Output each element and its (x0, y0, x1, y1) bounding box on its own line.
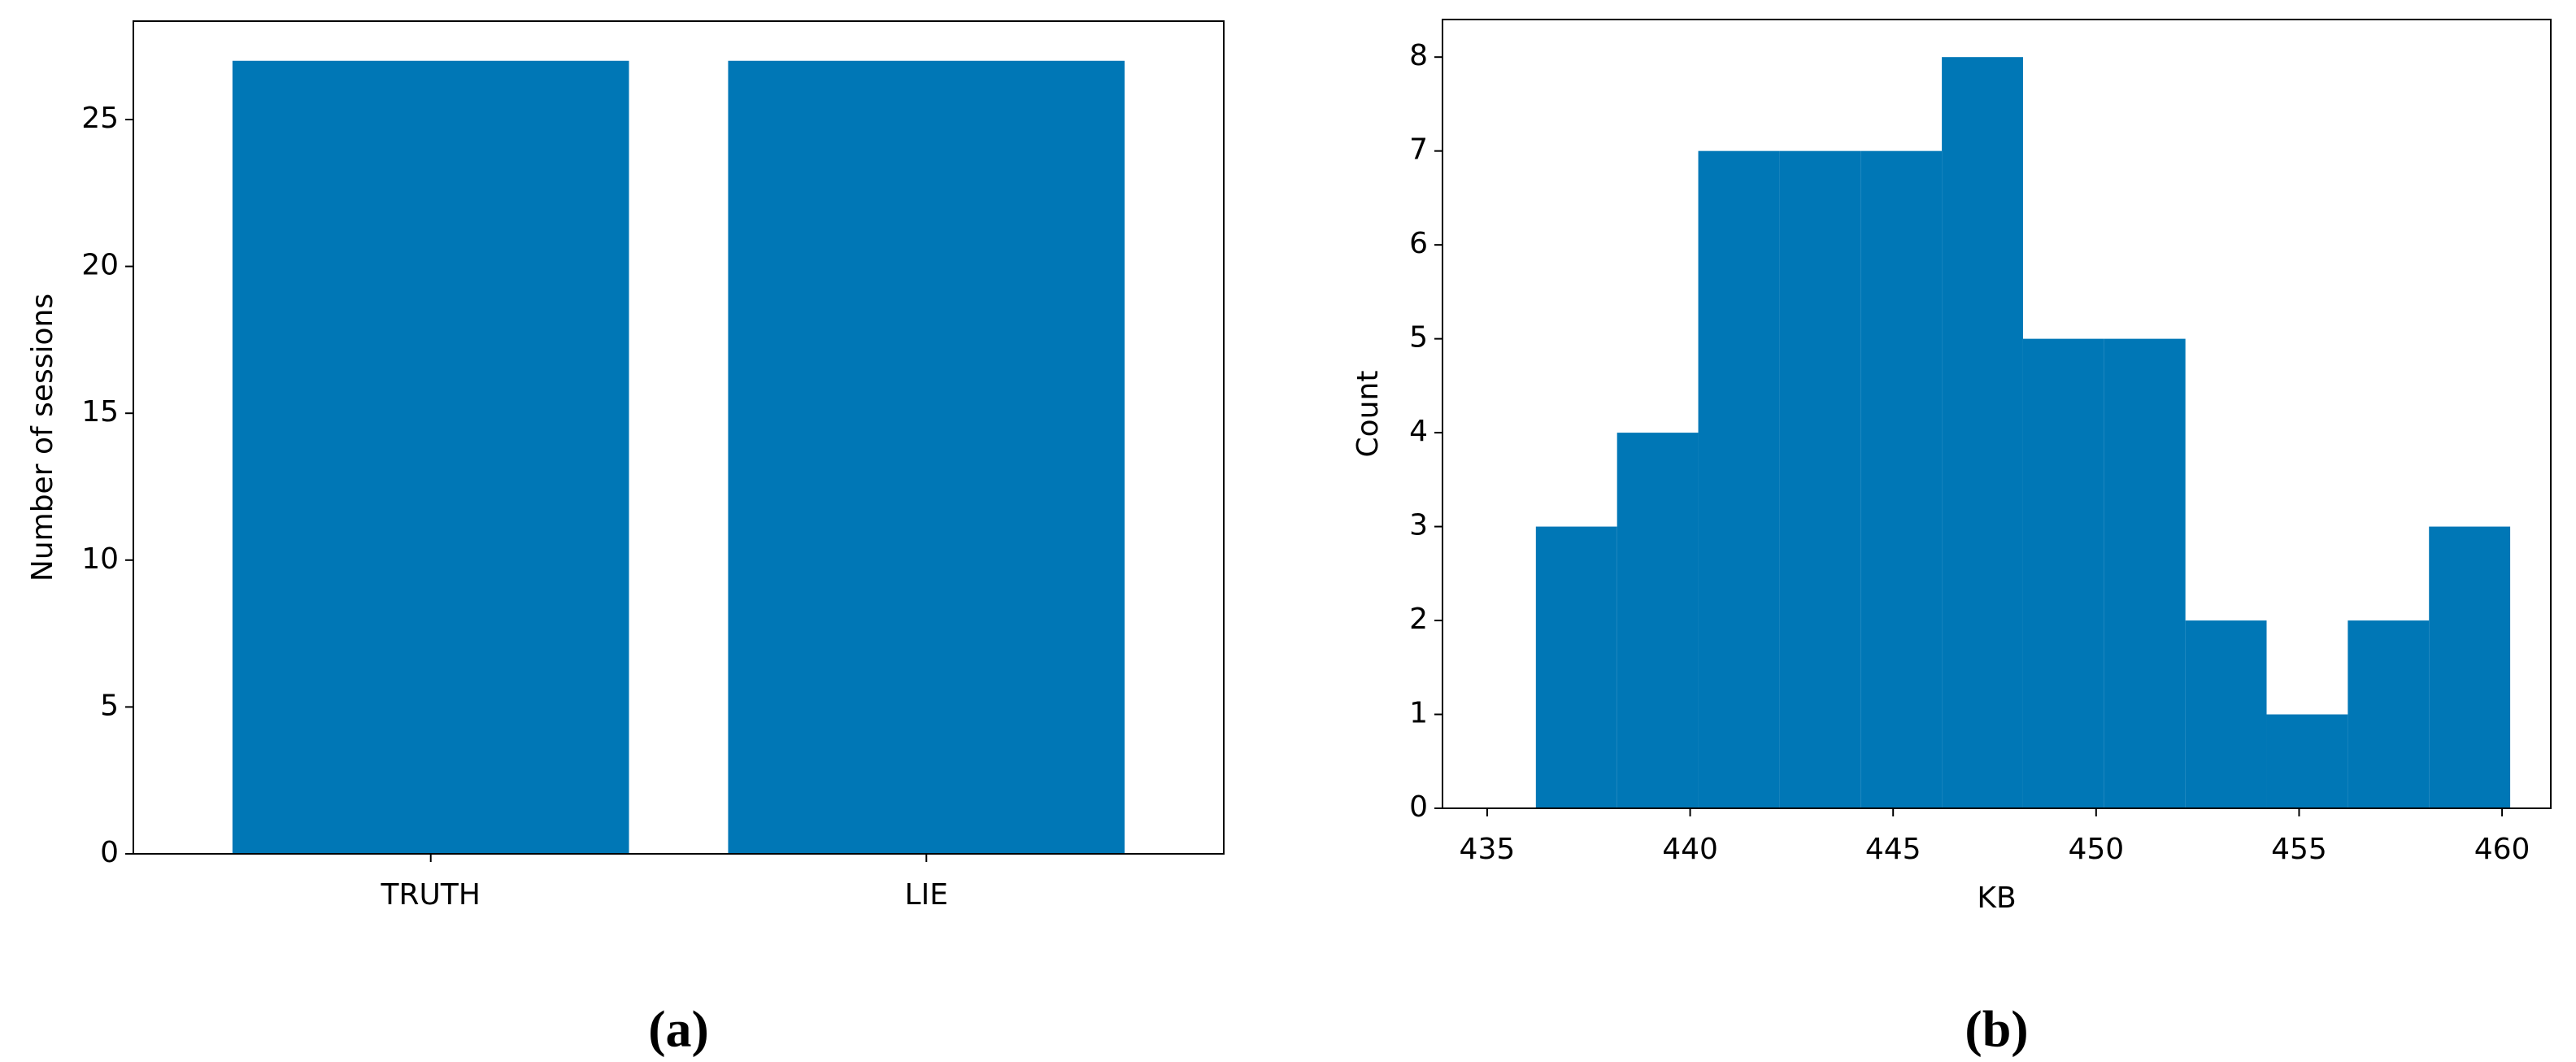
histogram-bar (1860, 150, 1943, 808)
y-tick-label: 6 (1409, 227, 1428, 260)
y-tick-label: 7 (1409, 133, 1428, 167)
y-axis-label: Count (1351, 371, 1385, 458)
y-tick-label: 5 (100, 689, 119, 722)
histogram-bar (1617, 433, 1699, 808)
histogram-bar (2022, 338, 2104, 809)
bar (232, 60, 629, 854)
histogram-bar (2348, 620, 2430, 808)
axes-frame (1442, 19, 2552, 809)
x-tick-label: 455 (2271, 833, 2327, 866)
y-tick-label: 3 (1409, 509, 1428, 542)
y-axis-label: Number of sessions (26, 294, 59, 581)
y-tick-label: 8 (1409, 39, 1428, 72)
y-tick-label: 0 (100, 836, 119, 869)
x-tick-label: 445 (1865, 833, 1921, 866)
y-tick-label: 1 (1409, 697, 1428, 730)
histogram-bar (1942, 57, 2023, 808)
y-tick-label: 2 (1409, 603, 1428, 636)
y-tick-label: 10 (81, 542, 119, 576)
histogram-bar (2185, 620, 2267, 808)
histogram-bar (1779, 150, 1861, 808)
y-tick-label: 15 (81, 395, 119, 429)
y-tick-label: 5 (1409, 321, 1428, 355)
y-tick-label: 0 (1409, 790, 1428, 824)
caption: (a) (648, 1000, 709, 1058)
x-tick-label: LIE (905, 878, 948, 912)
y-tick-label: 20 (81, 249, 119, 282)
caption: (b) (1965, 1000, 2028, 1058)
x-tick-label: 440 (1662, 833, 1718, 866)
x-tick-label: TRUTH (381, 878, 481, 912)
x-tick-label: 450 (2068, 833, 2124, 866)
axes-frame (133, 20, 1225, 855)
x-tick-label: 460 (2474, 833, 2530, 866)
x-axis-label: KB (1977, 881, 2016, 915)
x-tick-label: 435 (1460, 833, 1516, 866)
histogram-bar (1535, 526, 1617, 808)
bar (728, 60, 1125, 854)
histogram-bar (2429, 526, 2511, 808)
y-tick-label: 4 (1409, 415, 1428, 448)
y-tick-label: 25 (81, 102, 119, 135)
histogram-bar (2266, 714, 2348, 808)
histogram-bar (2104, 338, 2186, 809)
histogram-bar (1698, 150, 1780, 808)
